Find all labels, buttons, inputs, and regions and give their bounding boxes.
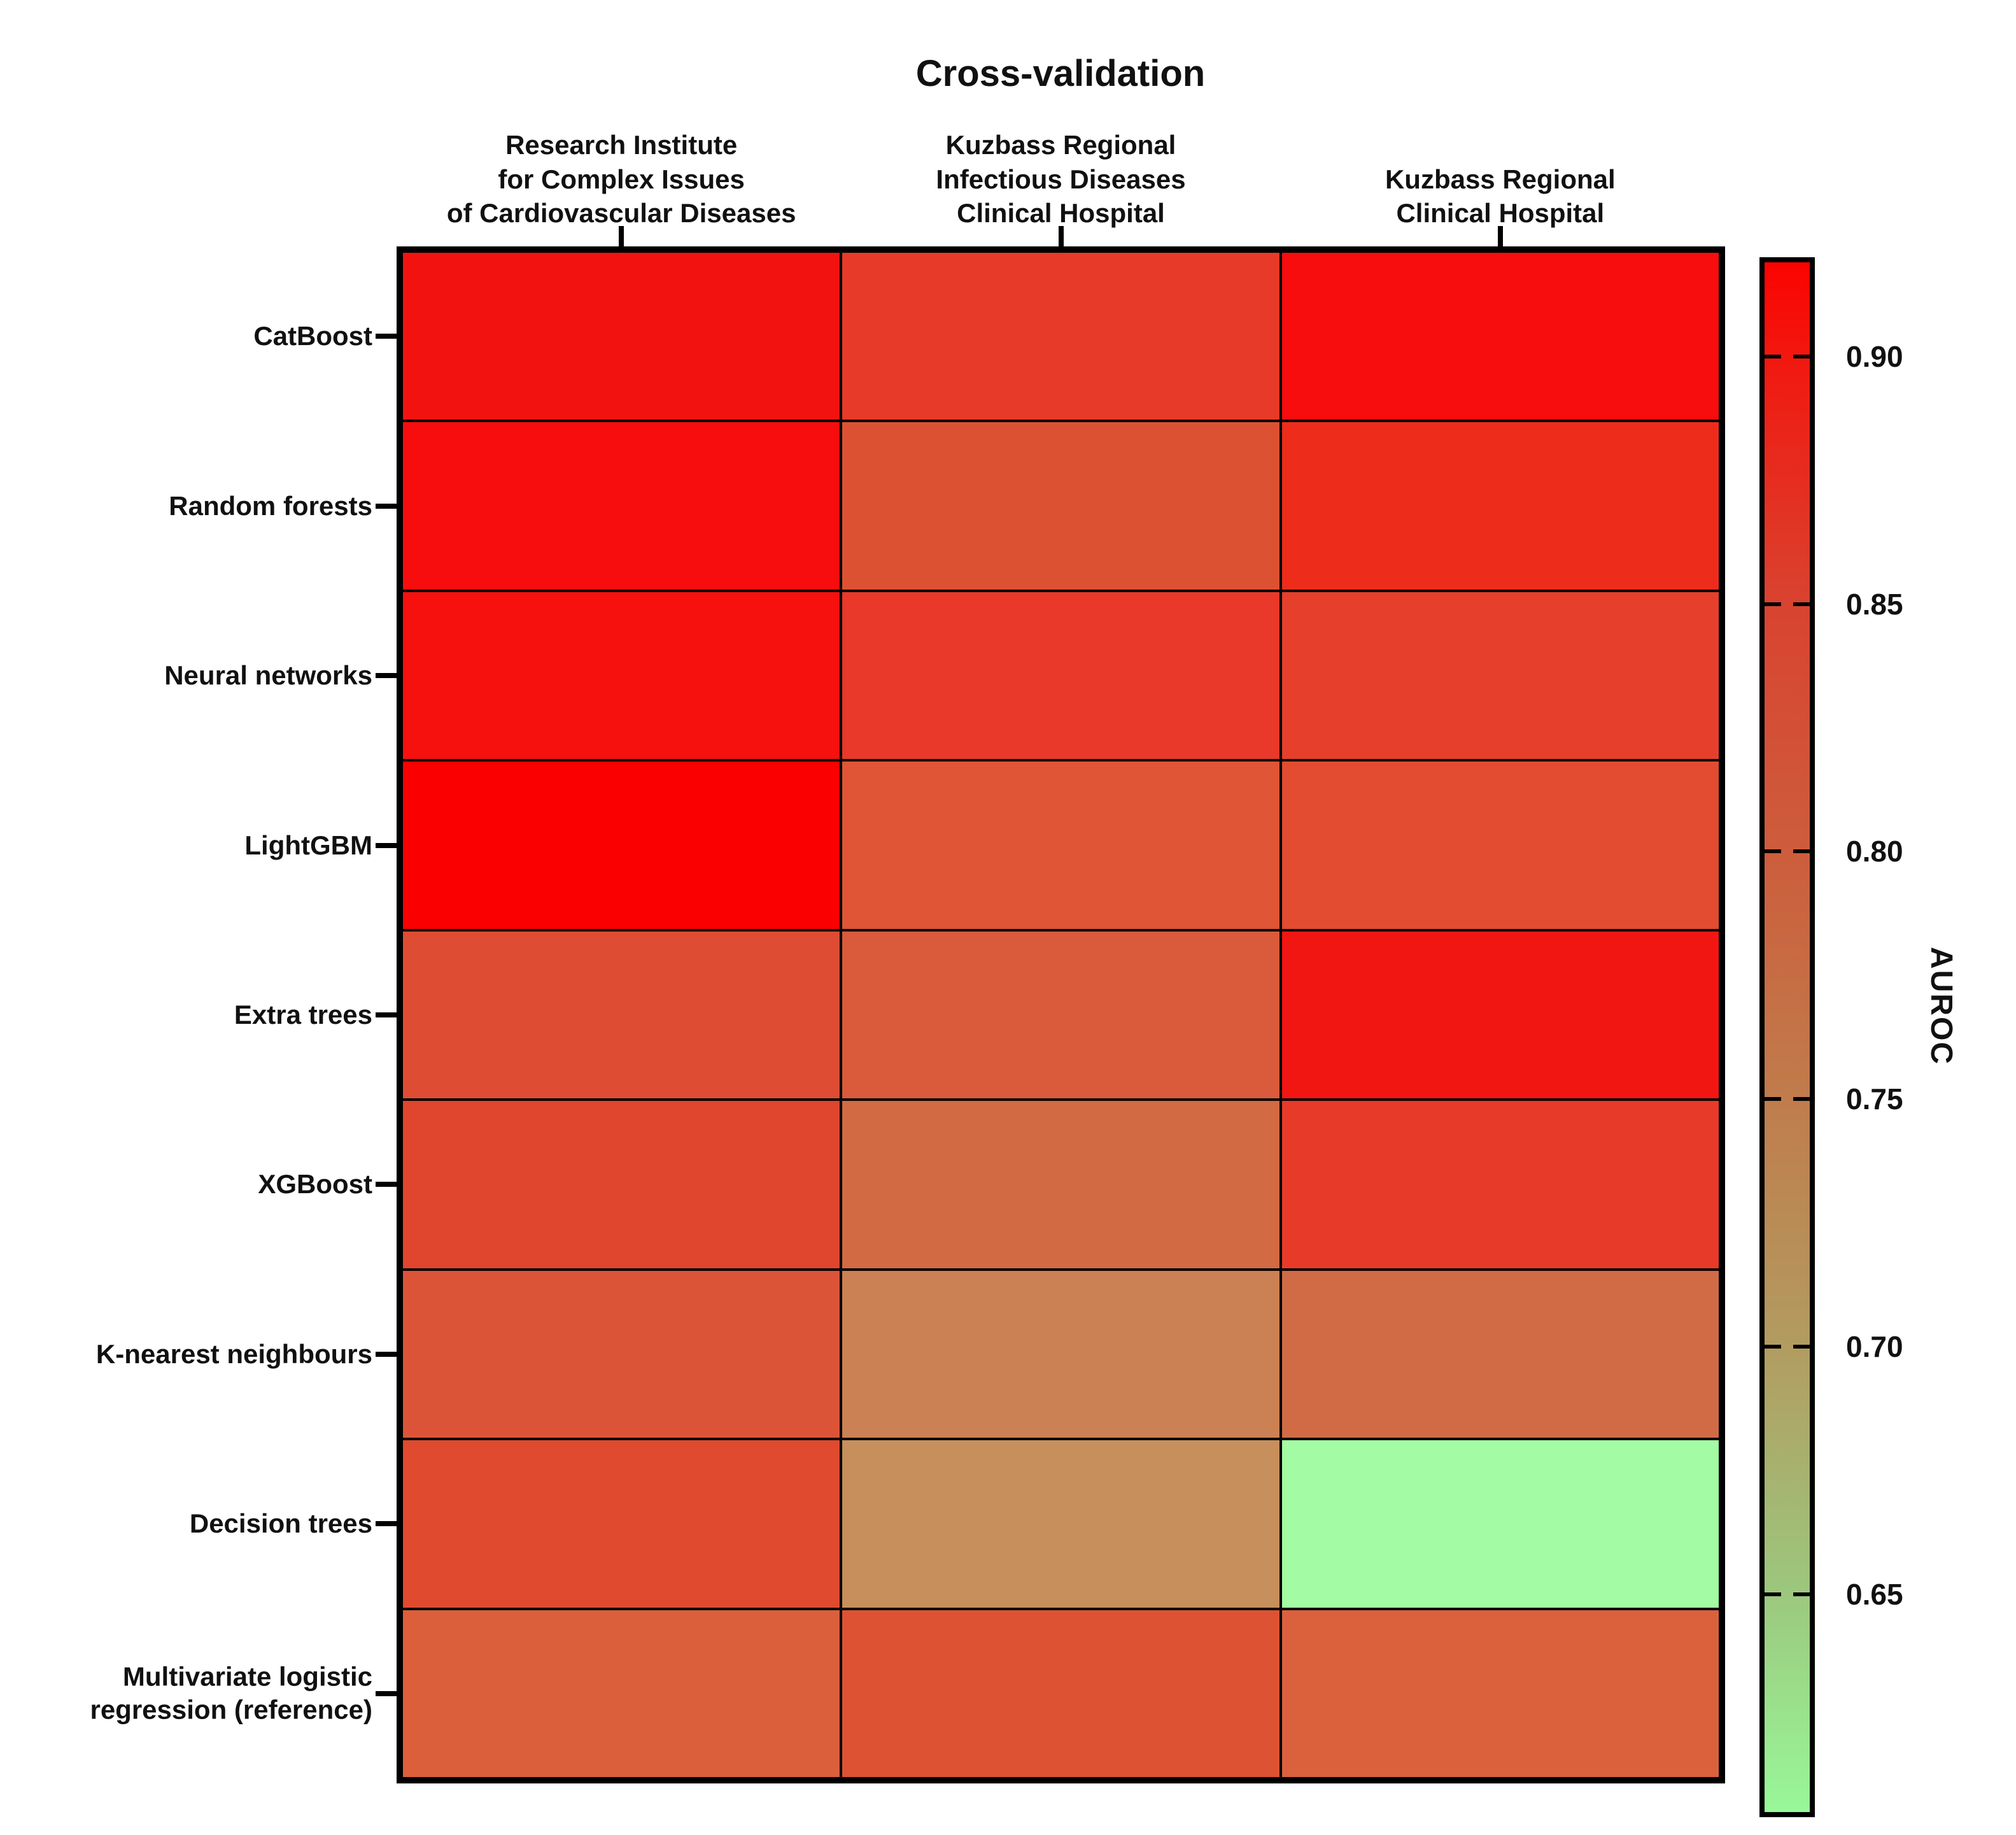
row-label-5: XGBoost xyxy=(258,1169,372,1200)
row-label-7: Decision trees xyxy=(189,1508,372,1539)
colorbar xyxy=(1759,257,1815,1817)
row-label-4: Extra trees xyxy=(234,999,372,1030)
row-label-2: Neural networks xyxy=(164,660,372,690)
row-tick-6 xyxy=(376,1351,397,1357)
heatmap-cell-r4c0 xyxy=(403,931,840,1099)
heatmap-cell-r3c0 xyxy=(403,762,840,929)
row-tick-2 xyxy=(376,673,397,679)
row-tick-5 xyxy=(376,1182,397,1187)
heatmap-cell-r2c0 xyxy=(403,592,840,760)
heatmap-cell-r7c1 xyxy=(842,1440,1279,1608)
colorbar-tick-left-3 xyxy=(1765,1097,1781,1102)
colorbar-tick-label-0: 0.90 xyxy=(1846,339,1903,373)
heatmap-cell-r4c1 xyxy=(842,931,1279,1099)
row-tick-4 xyxy=(376,1012,397,1017)
heatmap-cell-r0c2 xyxy=(1281,253,1719,420)
heatmap-cell-r1c0 xyxy=(403,422,840,590)
colorbar-tick-right-5 xyxy=(1793,1592,1810,1596)
colorbar-tick-right-1 xyxy=(1793,602,1810,606)
row-label-8: Multivariate logistic regression (refere… xyxy=(90,1661,372,1725)
heatmap-cell-r3c1 xyxy=(842,762,1279,929)
heatmap-cell-r4c2 xyxy=(1281,931,1719,1099)
heatmap-cell-r2c1 xyxy=(842,592,1279,760)
row-label-6: K-nearest neighbours xyxy=(95,1338,372,1369)
heatmap-cell-r7c2 xyxy=(1281,1440,1719,1608)
colorbar-tick-right-0 xyxy=(1793,354,1810,358)
colorbar-tick-left-0 xyxy=(1765,354,1781,358)
heatmap-cell-r7c0 xyxy=(403,1440,840,1608)
heatmap-cell-r0c0 xyxy=(403,253,840,420)
chart-title: Cross-validation xyxy=(915,53,1206,94)
heatmap-grid xyxy=(397,246,1725,1783)
colorbar-tick-right-2 xyxy=(1793,849,1810,854)
column-tick-2 xyxy=(1497,226,1503,246)
heatmap-cell-r8c1 xyxy=(842,1610,1279,1777)
row-tick-7 xyxy=(376,1521,397,1527)
colorbar-tick-label-4: 0.70 xyxy=(1846,1330,1903,1364)
heatmap-cell-r6c1 xyxy=(842,1270,1279,1438)
heatmap-cell-r6c2 xyxy=(1281,1270,1719,1438)
heatmap-cell-r0c1 xyxy=(842,253,1279,420)
colorbar-tick-label-3: 0.75 xyxy=(1846,1082,1903,1116)
colorbar-tick-left-2 xyxy=(1765,849,1781,854)
heatmap-cell-r6c0 xyxy=(403,1270,840,1438)
colorbar-tick-label-2: 0.80 xyxy=(1846,835,1903,868)
row-tick-8 xyxy=(376,1690,397,1696)
colorbar-tick-left-5 xyxy=(1765,1592,1781,1596)
column-header-2: Kuzbass Regional Clinical Hospital xyxy=(1385,164,1616,229)
heatmap-cell-r2c2 xyxy=(1281,592,1719,760)
row-tick-1 xyxy=(376,503,397,509)
colorbar-tick-label-1: 0.85 xyxy=(1846,587,1903,621)
heatmap-cell-r3c2 xyxy=(1281,762,1719,929)
colorbar-tick-right-4 xyxy=(1793,1345,1810,1349)
heatmap-cell-r8c2 xyxy=(1281,1610,1719,1777)
heatmap-cell-r5c1 xyxy=(842,1101,1279,1268)
column-header-0: Research Institute for Complex Issues of… xyxy=(446,129,796,229)
heatmap-cell-r5c0 xyxy=(403,1101,840,1268)
column-tick-1 xyxy=(1058,226,1064,246)
row-label-1: Random forests xyxy=(169,490,372,521)
row-tick-3 xyxy=(376,842,397,848)
heatmap-cell-r1c1 xyxy=(842,422,1279,590)
colorbar-axis-label: AUROC xyxy=(1924,947,1958,1065)
heatmap-cell-r1c2 xyxy=(1281,422,1719,590)
heatmap-cell-r5c2 xyxy=(1281,1101,1719,1268)
row-tick-0 xyxy=(376,334,397,339)
column-header-1: Kuzbass Regional Infectious Diseases Cli… xyxy=(936,129,1186,229)
row-label-3: LightGBM xyxy=(244,830,372,860)
row-label-0: CatBoost xyxy=(253,320,372,351)
heatmap-cell-r8c0 xyxy=(403,1610,840,1777)
column-tick-0 xyxy=(619,226,624,246)
colorbar-tick-label-5: 0.65 xyxy=(1846,1577,1903,1611)
colorbar-tick-left-4 xyxy=(1765,1345,1781,1349)
colorbar-tick-right-3 xyxy=(1793,1097,1810,1102)
colorbar-tick-left-1 xyxy=(1765,602,1781,606)
